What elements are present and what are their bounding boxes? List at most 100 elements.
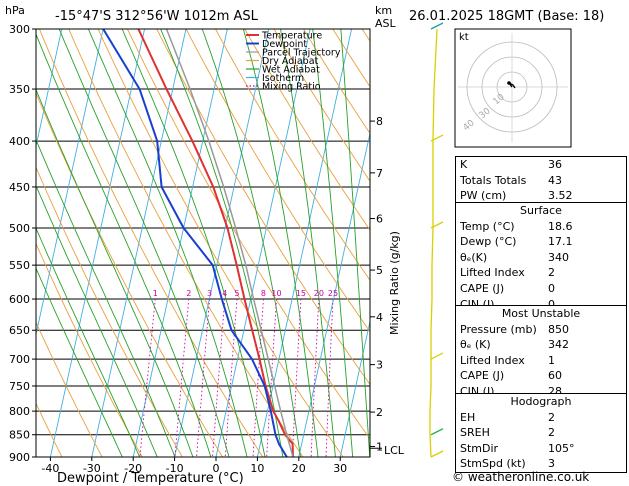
hodo-value: 2 xyxy=(548,410,555,424)
surface-row: Lifted Index 2 xyxy=(456,265,626,281)
pressure-tick-label: 750 xyxy=(9,380,30,393)
hodograph-point xyxy=(507,81,511,85)
pressure-tick-label: 300 xyxy=(9,23,30,36)
mu-row: CAPE (J) 60 xyxy=(456,368,626,384)
wind-barb xyxy=(430,428,444,436)
surface-value: 2 xyxy=(548,266,555,280)
pressure-tick-label: 450 xyxy=(9,181,30,194)
wet-adiabat xyxy=(242,29,319,457)
hodograph-table: Hodograph EH 2 SREH 2 StmDir 105° StmSpd (k… xyxy=(455,393,627,473)
hodo-value: 3 xyxy=(548,457,555,471)
temperature-tick-label: -30 xyxy=(83,462,101,475)
dry-adiabat xyxy=(126,29,370,440)
chart-grid xyxy=(36,29,370,457)
pressure-tick-label: 700 xyxy=(9,353,30,366)
mixing-ratio-label: 15 xyxy=(296,289,306,298)
mixing-ratio-label: 20 xyxy=(314,289,324,298)
pressure-axis: 300 350 400 450 500 550 600 650 700 750 800 850 900 xyxy=(9,23,36,464)
surface-label: Temp (°C) xyxy=(460,219,515,233)
mixing-ratio-label: 1 xyxy=(153,289,158,298)
hodograph-trace xyxy=(508,82,516,89)
legend-item: Parcel Trajectory xyxy=(262,48,341,59)
datetime-title: 26.01.2025 18GMT (Base: 18) xyxy=(409,9,604,24)
wind-barb xyxy=(430,134,444,142)
mu-value: 850 xyxy=(548,322,569,336)
pressure-tick-label: 350 xyxy=(9,83,30,96)
wet-adiabat xyxy=(36,227,141,457)
wet-adiabat xyxy=(340,29,370,457)
wind-barb xyxy=(430,352,444,360)
surface-row: CAPE (J) 0 xyxy=(456,281,626,297)
dry-adiabat xyxy=(36,242,143,457)
temperature-tick-label: 10 xyxy=(250,462,264,475)
isotherm xyxy=(36,29,104,337)
hodo-label: SREH xyxy=(460,426,490,440)
wind-profile-line xyxy=(429,28,438,458)
height-tick-label: 1 xyxy=(376,440,383,453)
wet-adiabat xyxy=(160,29,284,457)
mu-row: θₑ (K) 342 xyxy=(456,337,626,353)
pressure-tick-label: 900 xyxy=(9,451,30,464)
surface-value: 340 xyxy=(548,250,569,264)
mixing-ratio-line xyxy=(252,298,264,457)
surface-value: 18.6 xyxy=(548,219,573,233)
hodograph-unit: kt xyxy=(459,32,469,43)
isotherm xyxy=(298,131,370,457)
surface-row: Temp (°C) 18.6 xyxy=(456,219,626,235)
pressure-tick-label: 650 xyxy=(9,324,30,337)
mu-label: Lifted Index xyxy=(460,353,525,367)
isotherm xyxy=(339,319,370,457)
hodo-row: EH 2 xyxy=(456,410,626,426)
pressure-tick-label: 500 xyxy=(9,222,30,235)
height-tick-label: 3 xyxy=(376,359,383,372)
pressure-tick-label: 800 xyxy=(9,405,30,418)
location-title: -15°47'S 312°56'W 1012m ASL xyxy=(55,9,259,24)
x-axis-label: Dewpoint / Temperature (°C) xyxy=(57,471,244,486)
mixing-ratio-line xyxy=(139,298,156,457)
mixing-ratio-label: 8 xyxy=(261,289,266,298)
dry-adiabat xyxy=(38,29,264,457)
plot-frame xyxy=(35,28,371,458)
mu-value: 60 xyxy=(548,369,562,383)
legend-item: Mixing Ratio xyxy=(262,82,321,93)
mixing-ratio-label: 2 xyxy=(186,289,191,298)
legend-item: Dry Adiabat xyxy=(262,56,319,67)
index-label: Totals Totals xyxy=(460,173,527,187)
hodo-row: SREH 2 xyxy=(456,425,626,441)
index-label: K xyxy=(460,158,468,171)
dry-adiabat xyxy=(244,29,370,231)
wet-adiabat xyxy=(121,29,266,457)
height-axis: 8 7 6 5 4 3 2 1 xyxy=(370,115,383,453)
legend-item: Wet Adiabat xyxy=(262,65,320,76)
mixing-ratio-label: 25 xyxy=(328,289,338,298)
legend-item: Temperature xyxy=(261,31,322,42)
mu-label: Pressure (mb) xyxy=(460,322,537,336)
index-value: 36 xyxy=(548,158,562,171)
temperature-axis: -40 -30 -20 -10 0 10 20 30 xyxy=(41,457,347,475)
temperature-tick-label: 30 xyxy=(333,462,347,475)
surface-panel: Surface Temp (°C) 18.6 Dewp (°C) 17.1 θₑ(K… xyxy=(455,202,627,314)
surface-row: θₑ(K) 340 xyxy=(456,250,626,266)
hodo-value: 2 xyxy=(548,426,555,440)
wet-adiabat xyxy=(201,29,301,457)
surface-value: 0 xyxy=(548,281,555,295)
dry-adiabat xyxy=(185,29,370,333)
temperature-tick-label: -40 xyxy=(41,462,59,475)
isotherm xyxy=(256,29,352,457)
mu-value: 1 xyxy=(548,353,555,367)
dry-adiabat xyxy=(273,29,370,182)
index-value: 43 xyxy=(548,173,562,187)
hodo-label: StmSpd (kt) xyxy=(460,457,526,471)
surface-label: Lifted Index xyxy=(460,266,525,280)
mixing-ratio-label: 10 xyxy=(271,289,281,298)
temperature-tick-label: 0 xyxy=(213,462,220,475)
height-tick-label: 8 xyxy=(376,115,383,128)
height-tick-label: 6 xyxy=(376,213,383,226)
wet-adiabat xyxy=(36,32,212,457)
hodograph-table-title: Hodograph xyxy=(510,395,572,408)
mixing-ratio-label: 5 xyxy=(234,289,239,298)
legend-item: Isotherm xyxy=(262,73,304,84)
wet-adiabat xyxy=(280,29,336,457)
hodo-value: 105° xyxy=(548,441,575,455)
